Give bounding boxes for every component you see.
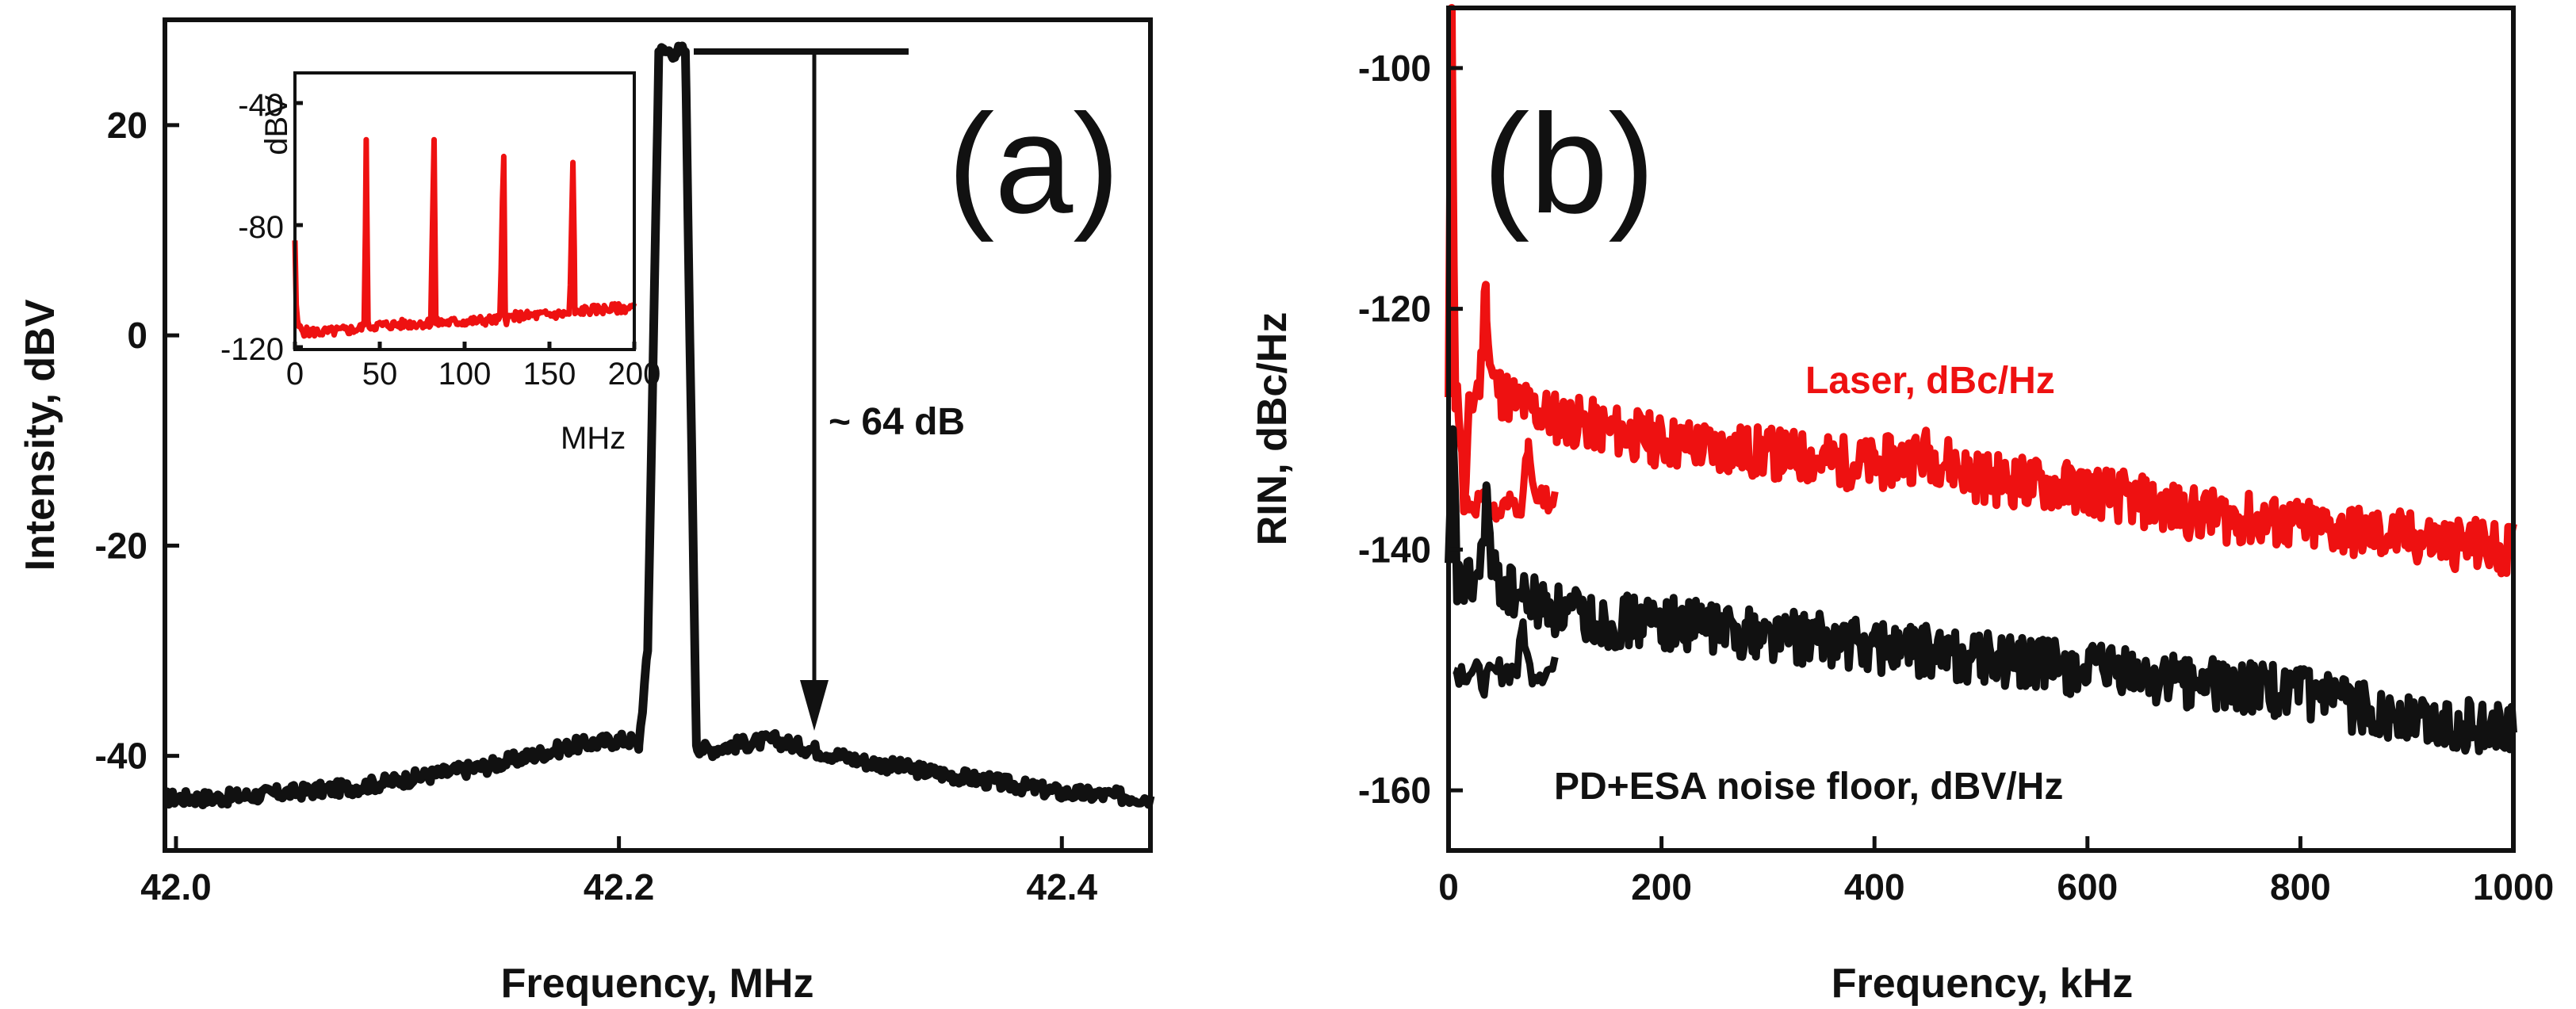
noise-floor-legend-label: PD+ESA noise floor, dBV/Hz xyxy=(1554,766,2063,808)
inset-series-line xyxy=(292,136,637,339)
panel-b-x-tick-label-4: 800 xyxy=(2270,866,2331,908)
panel-a-x-label: Frequency, MHz xyxy=(501,961,814,1007)
panel-b-x-label: Frequency, kHz xyxy=(1832,961,2133,1007)
panel-b-x-tick-label-2: 400 xyxy=(1844,866,1905,908)
inset-background xyxy=(295,73,634,350)
panel-b-frame xyxy=(1446,6,2516,853)
inset-x-tick-label-1: 50 xyxy=(362,357,398,392)
inset-y-tick-label-0: -40 xyxy=(238,88,284,123)
inset-x-ticks: 0 50 100 150 200 xyxy=(286,342,661,392)
panel-b-series-1-line xyxy=(1445,425,2517,755)
panel-b-x-tick-label-5: 1000 xyxy=(2473,866,2554,908)
panel-a: ~ 64 dB (a) 200-20-40 42.0 42.2 42.4 Frequ… xyxy=(17,17,1155,1007)
inset-x-tick-label-4: 200 xyxy=(608,357,661,392)
panel-a-x-tick-label-0: 42.0 xyxy=(140,866,212,908)
panel-a-y-tick-label-0: 20 xyxy=(107,105,147,146)
panel-b-y-tick-label-0: -100 xyxy=(1358,48,1431,89)
inset-y-tick-label-2: -120 xyxy=(220,332,284,367)
panel-a-series xyxy=(162,41,1155,809)
panel-a-label: (a) xyxy=(947,85,1120,243)
panel-b-series-0-line xyxy=(1445,4,2517,578)
inset-x-tick-label-0: 0 xyxy=(286,357,304,392)
panel-b-label: (b) xyxy=(1483,85,1655,243)
panel-b-y-tick-label-3: -160 xyxy=(1358,770,1431,811)
panel-a-y-ticks: 20 0 -20 -40 xyxy=(95,105,179,777)
panel-b-x-tick-label-3: 600 xyxy=(2057,866,2118,908)
panel-b-x-tick-label-1: 200 xyxy=(1631,866,1692,908)
panel-a-series-line xyxy=(162,41,1155,809)
inset-x-label: MHz xyxy=(561,421,626,456)
inset-y-tick-label-1: -80 xyxy=(238,210,284,245)
panel-a-y-label: Intensity, dBV xyxy=(17,299,63,571)
inset-y-label: dBV xyxy=(259,95,294,155)
panel-a-inset: -40 -80 -120 0 50 100 150 200 dBV MHz xyxy=(220,71,661,456)
inset-x-tick-label-2: 100 xyxy=(438,357,492,392)
panel-a-x-tick-label-1: 42.2 xyxy=(584,866,655,908)
panel-a-frame xyxy=(163,17,1153,853)
panel-b-x-tick-label-0: 0 xyxy=(1438,866,1459,908)
panel-b-y-tick-label-2: -140 xyxy=(1358,529,1431,570)
panel-b: Laser, dBc/Hz PD+ESA noise floor, dBV/Hz… xyxy=(1250,4,2554,1007)
panel-b-y-label: RIN, dBc/Hz xyxy=(1250,312,1296,546)
panel-a-arrow-head xyxy=(800,680,829,731)
panel-b-series-0-lower-trace xyxy=(1461,438,1559,523)
panel-b-x-ticks: 0 200 400 600 800 1000 xyxy=(1438,836,2554,908)
panel-a-y-tick-label-2: -20 xyxy=(95,525,147,566)
panel-b-y-ticks: -100 -120 -140 -160 xyxy=(1358,48,1463,811)
laser-legend-label: Laser, dBc/Hz xyxy=(1805,360,2055,402)
panel-b-y-tick-label-1: -120 xyxy=(1358,289,1431,330)
panel-a-x-tick-label-2: 42.4 xyxy=(1027,866,1098,908)
panel-b-series xyxy=(1445,4,2517,755)
panel-a-y-tick-label-3: -40 xyxy=(95,736,147,777)
panel-a-x-ticks: 42.0 42.2 42.4 xyxy=(140,836,1097,908)
panel-a-annotation: ~ 64 dB xyxy=(829,401,965,443)
inset-x-tick-label-3: 150 xyxy=(523,357,576,392)
panel-b-series-1-lower-trace xyxy=(1453,618,1559,699)
inset-y-ticks: -40 -80 -120 xyxy=(220,88,303,367)
panel-a-y-tick-label-1: 0 xyxy=(127,315,147,356)
inset-series xyxy=(292,136,637,339)
